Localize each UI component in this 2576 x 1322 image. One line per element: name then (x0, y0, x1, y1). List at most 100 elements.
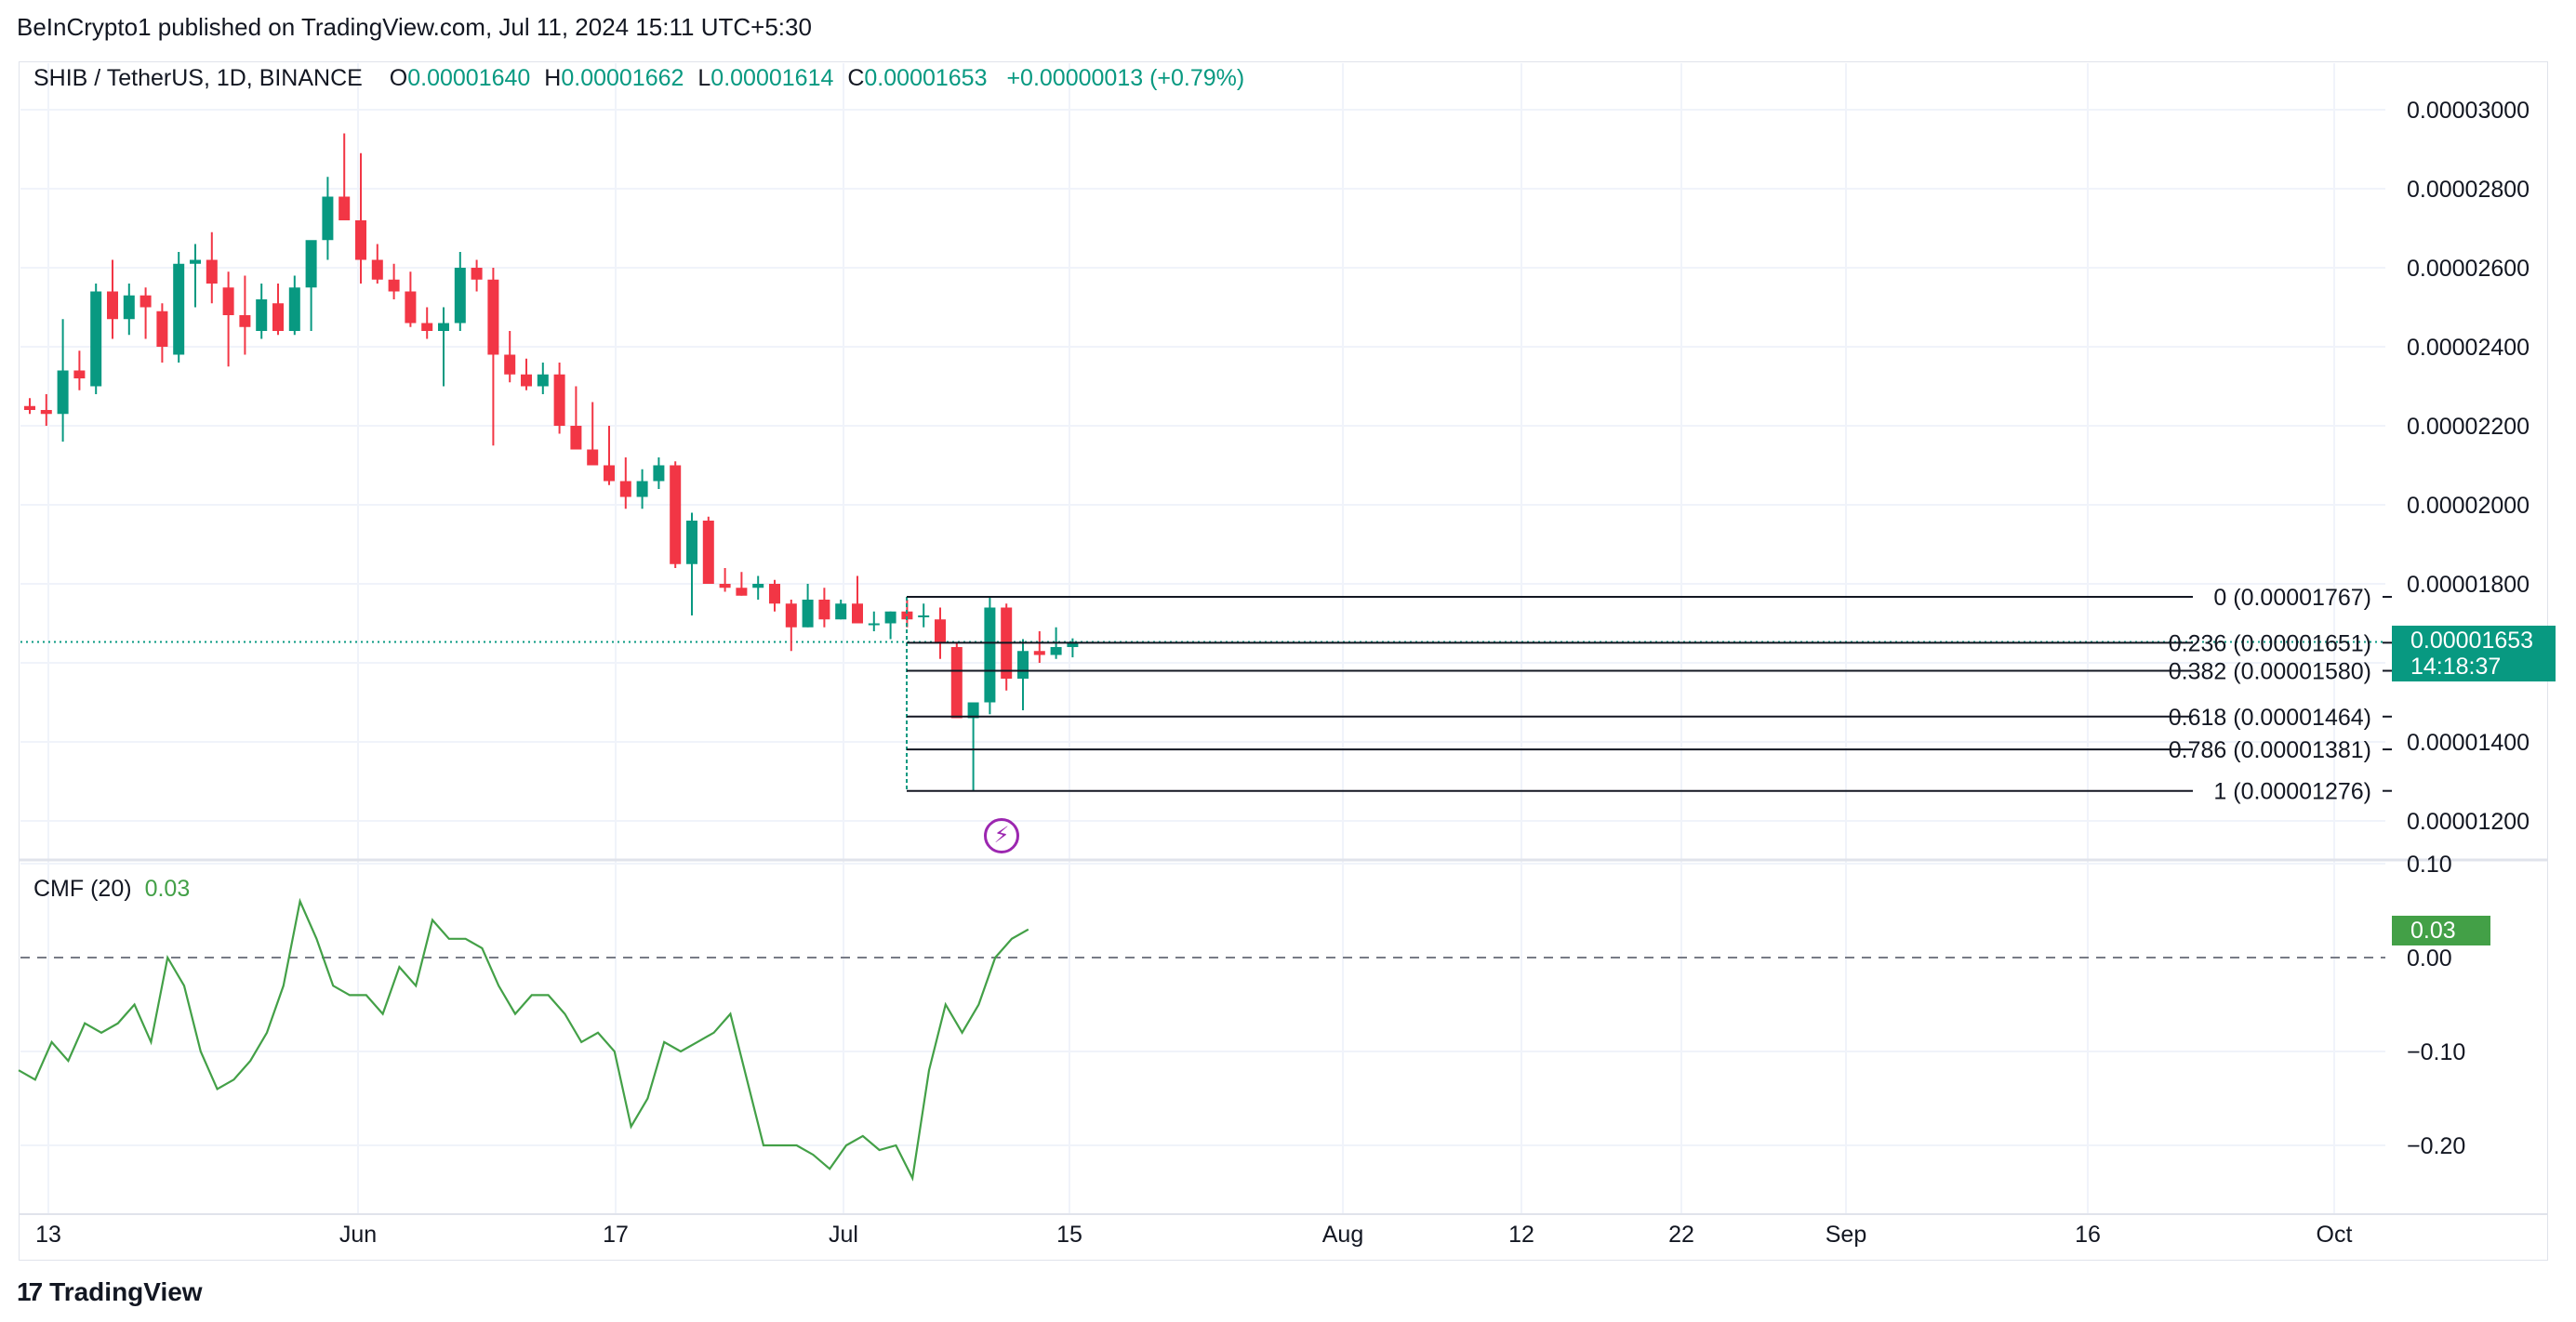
fib-level-label: 0 (0.00001767) (2213, 585, 2371, 611)
candle-body (802, 600, 814, 628)
symbol-label: SHIB / TetherUS, 1D, BINANCE (33, 65, 363, 91)
publisher-caption: BeInCrypto1 published on TradingView.com… (17, 13, 812, 41)
candle-body (935, 619, 946, 643)
last-price-tag: 0.00001653 14:18:37 (2392, 626, 2556, 681)
time-axis-tick: 12 (1508, 1222, 1534, 1248)
candle-body (139, 295, 152, 308)
candle-body (587, 449, 599, 466)
tradingview-logo[interactable]: 17 TradingView (17, 1277, 203, 1307)
candle-body (222, 287, 234, 315)
time-axis-tick: Jun (339, 1222, 377, 1248)
candle-body (570, 426, 582, 450)
candle-body (1033, 651, 1045, 655)
price-axis-tick: 0.00001200 (2407, 809, 2530, 835)
candle-body (239, 315, 251, 327)
cmf-value: 0.03 (144, 876, 191, 902)
candle-body (256, 299, 268, 331)
candle-body (619, 481, 631, 497)
price-axis-tick: 0.00001400 (2407, 730, 2530, 756)
high-label: H (544, 65, 562, 91)
fib-level-label: 0.382 (0.00001580) (2169, 659, 2371, 685)
candle-body (421, 323, 433, 331)
tradingview-logo-mark: 17 (17, 1277, 43, 1306)
time-axis-tick: 13 (35, 1222, 61, 1248)
candle-body (1050, 647, 1062, 655)
fib-level-label: 1 (0.00001276) (2213, 779, 2371, 805)
low-value: 0.00001614 (710, 65, 834, 91)
candle-body (967, 702, 979, 719)
candle-body (636, 481, 648, 497)
price-axis-tick: 0.00002200 (2407, 414, 2530, 440)
cmf-axis-tick: −0.10 (2407, 1039, 2465, 1065)
candle-body (950, 647, 963, 719)
cmf-axis-tick: 0.00 (2407, 945, 2452, 972)
candle-body (90, 291, 102, 387)
candle-body (40, 410, 52, 415)
price-axis-tick: 0.00001800 (2407, 572, 2530, 598)
candle-body (24, 405, 35, 410)
candle-body (884, 611, 896, 624)
candle-body (835, 603, 847, 620)
candle-body (769, 584, 780, 604)
time-axis-tick: 22 (1668, 1222, 1694, 1248)
candle-body (901, 611, 913, 620)
candle-body (653, 465, 665, 482)
cmf-series-line (18, 897, 1029, 1182)
change-value: +0.00000013 (+0.79%) (1006, 65, 1245, 91)
candle-body (438, 323, 449, 331)
candle-body (504, 354, 516, 375)
close-value: 0.00001653 (864, 65, 988, 91)
candle-body (305, 240, 317, 288)
ohlc-legend: SHIB / TetherUS, 1D, BINANCE O0.00001640… (33, 65, 1244, 92)
candle-body (818, 600, 830, 620)
candle-body (288, 287, 300, 331)
candle-body (553, 374, 565, 426)
candle-body (156, 311, 168, 347)
candle-body (173, 263, 185, 355)
cmf-name: CMF (20) (33, 876, 132, 902)
open-value: 0.00001640 (407, 65, 531, 91)
candle-body (73, 370, 86, 378)
candle-body (521, 374, 532, 387)
fib-level-label: 0.236 (0.00001651) (2169, 630, 2371, 656)
fib-level-label: 0.618 (0.00001464) (2169, 705, 2371, 731)
bar-countdown: 14:18:37 (2410, 654, 2502, 680)
time-axis-tick: 16 (2075, 1222, 2101, 1248)
candle-body (686, 521, 697, 564)
candle-body (537, 374, 549, 387)
time-axis-tick: Oct (2317, 1222, 2353, 1248)
candle-body (487, 279, 499, 355)
candle-body (322, 196, 334, 241)
candle-body (454, 268, 466, 324)
cmf-axis-tick: −0.20 (2407, 1133, 2465, 1159)
candle-body (107, 291, 118, 320)
candle-body (339, 196, 351, 220)
price-axis-tick: 0.00002000 (2407, 493, 2530, 519)
candle-body (388, 279, 400, 292)
candle-body (752, 584, 764, 588)
candle-body (670, 465, 682, 564)
candle-body (206, 259, 218, 284)
time-axis-tick: 17 (603, 1222, 629, 1248)
lightning-icon[interactable]: ⚡ (984, 818, 1019, 853)
candle-body (190, 259, 201, 264)
candle-body (785, 603, 797, 628)
candle-body (604, 465, 615, 482)
candle-body (984, 607, 996, 703)
candle-body (852, 603, 863, 624)
candle-body (371, 259, 383, 280)
high-value: 0.00001662 (561, 65, 684, 91)
last-price-value: 0.00001653 (2410, 628, 2534, 654)
candle-body (1017, 651, 1029, 679)
price-axis-tick: 0.00002800 (2407, 177, 2530, 203)
time-axis-tick: Aug (1322, 1222, 1363, 1248)
low-label: L (697, 65, 711, 91)
close-label: C (847, 65, 865, 91)
cmf-axis-tick: 0.10 (2407, 852, 2452, 878)
candle-body (272, 303, 284, 331)
candle-body (918, 615, 930, 617)
time-axis-tick: Sep (1826, 1222, 1866, 1248)
open-label: O (389, 65, 408, 91)
candle-body (702, 521, 714, 584)
